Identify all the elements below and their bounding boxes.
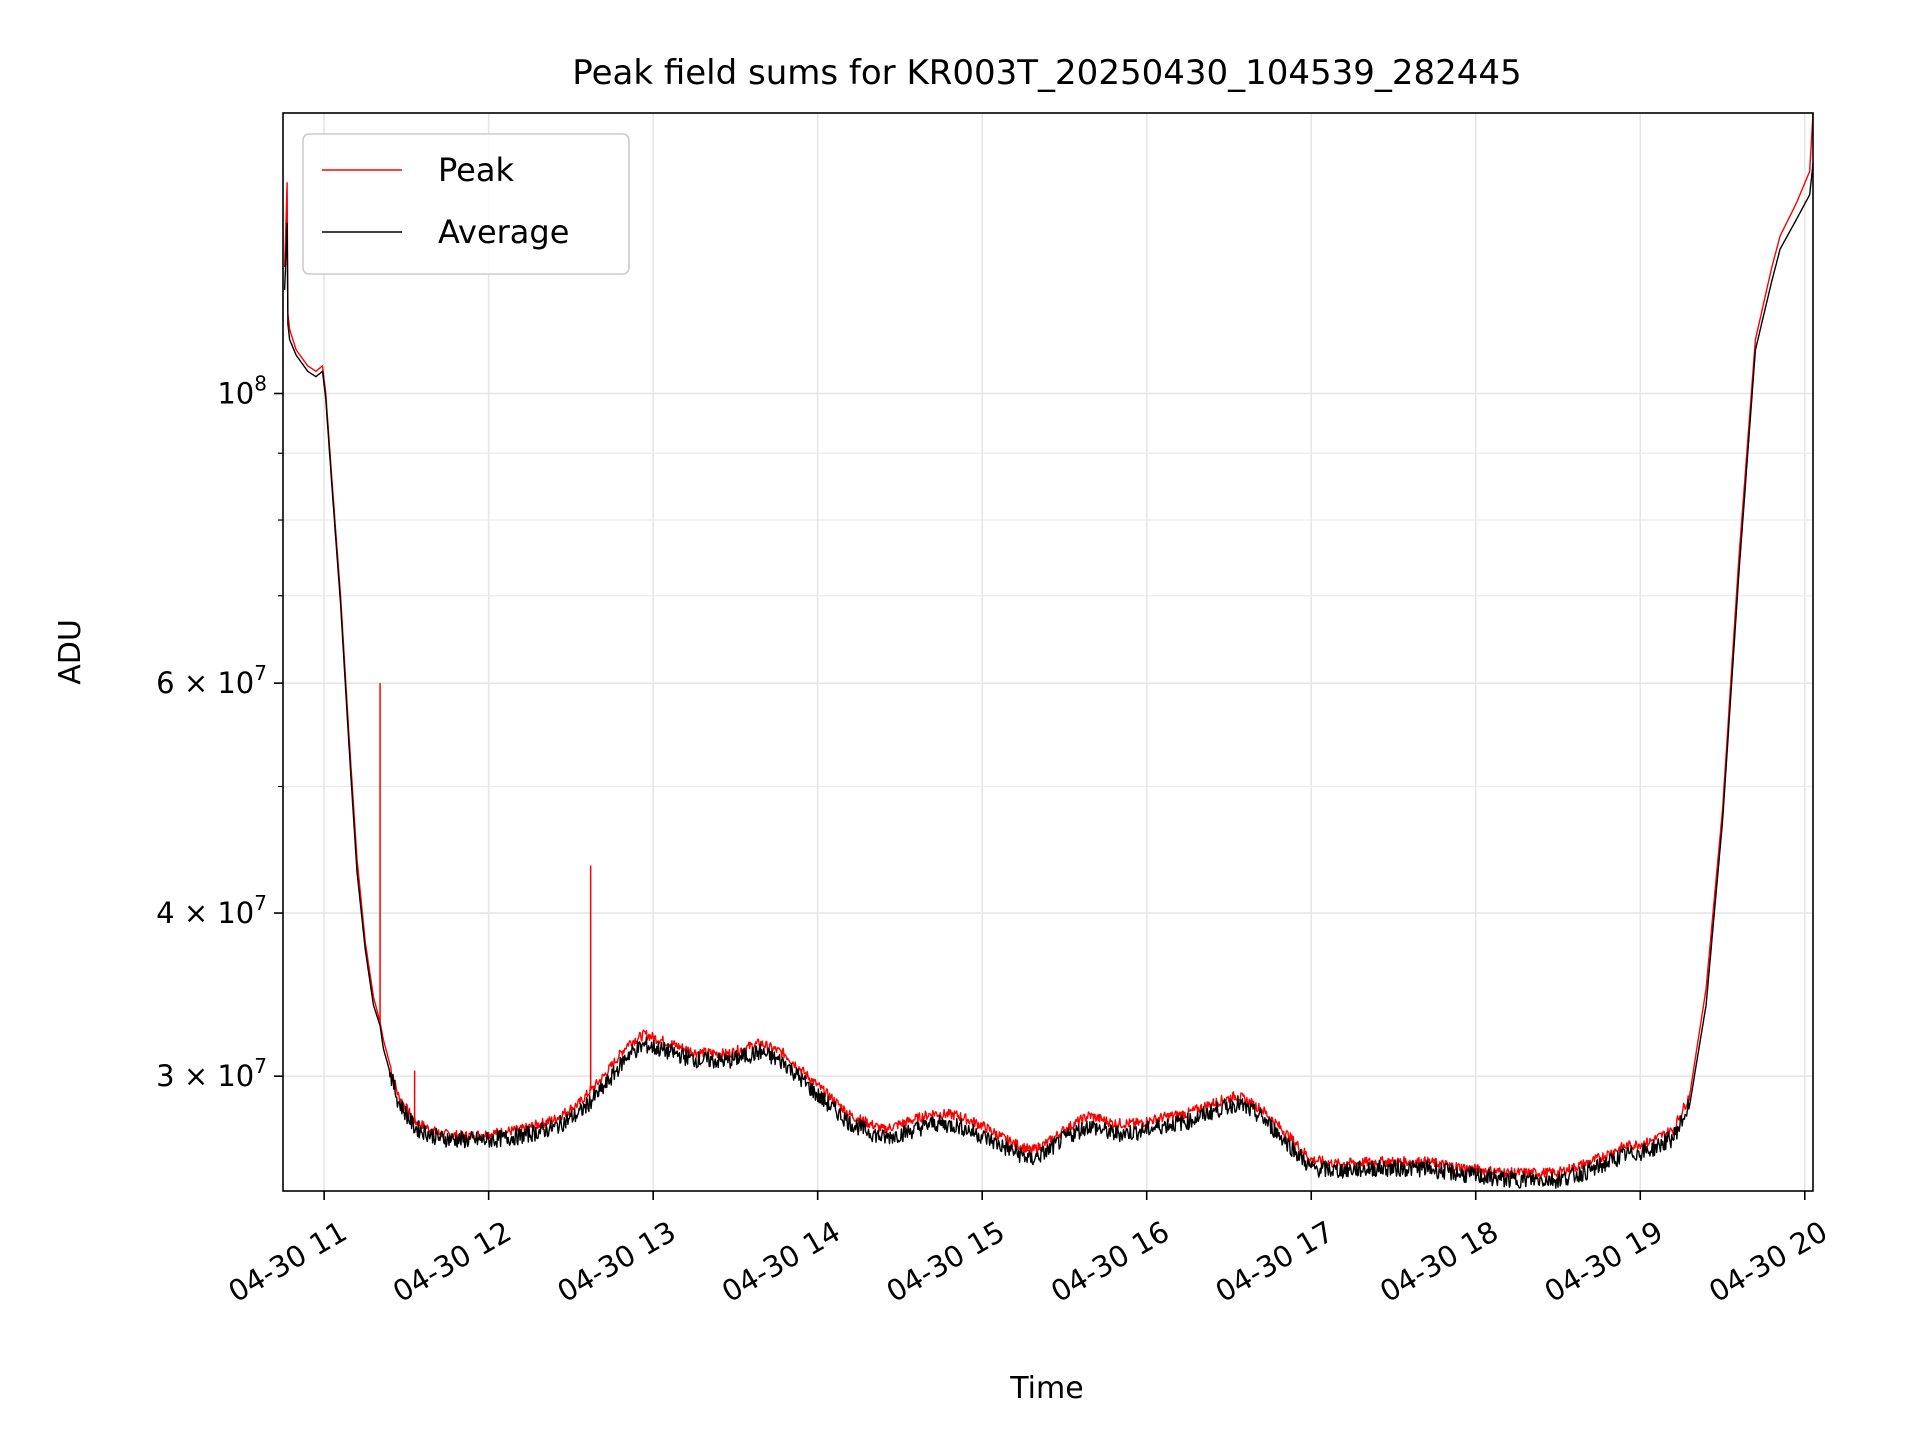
y-tick-label: 3 × 107 (156, 1054, 267, 1093)
x-axis-label: Time (1009, 1371, 1083, 1406)
grid (283, 113, 1813, 1191)
y-axis: 3 × 107 4 × 107 6 × 107 108 (156, 371, 283, 1093)
legend: Peak Average (302, 133, 630, 275)
chart-title: Peak field sums for KR003T_20250430_1045… (572, 53, 1521, 93)
y-tick-label: 6 × 107 (156, 661, 267, 700)
legend-label-average: Average (438, 213, 569, 251)
plot-area (283, 112, 1814, 1189)
y-tick-label: 4 × 107 (156, 891, 267, 930)
y-tick-label: 108 (217, 371, 267, 410)
series-line-peak (283, 112, 1814, 1179)
legend-label-peak: Peak (438, 151, 514, 189)
legend-box (302, 133, 630, 275)
axes-frame (282, 112, 1814, 1192)
y-axis-label: ADU (53, 619, 88, 685)
series-line-average (283, 163, 1814, 1189)
